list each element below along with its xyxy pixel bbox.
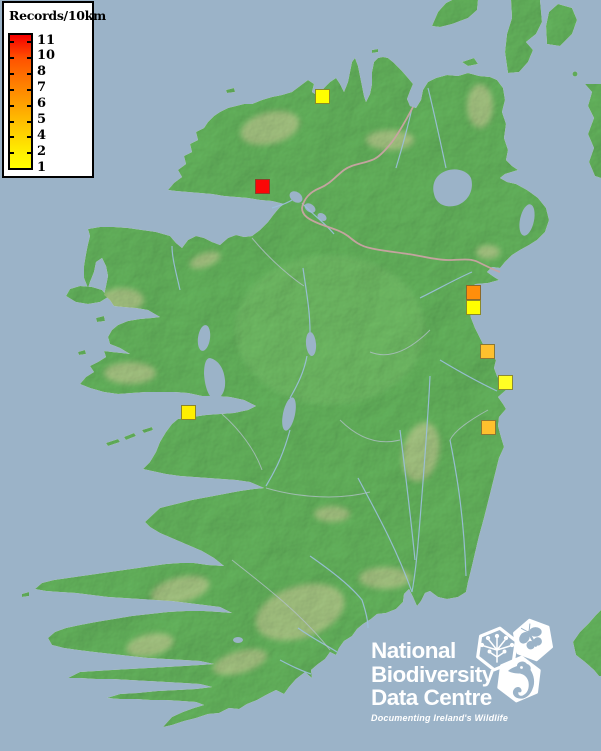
landmass bbox=[22, 0, 601, 727]
county-boundaries bbox=[221, 237, 489, 651]
legend-tick-mark bbox=[10, 56, 14, 59]
legend-tick-label: 1 bbox=[37, 159, 47, 175]
legend-tick-mark bbox=[10, 72, 14, 75]
legend: Records/10km 11 10 8 7 6 5 4 2 1 bbox=[2, 1, 106, 178]
legend-tick-mark bbox=[27, 56, 31, 59]
legend-tick-mark bbox=[27, 136, 31, 139]
legend-tick-mark bbox=[27, 152, 31, 155]
legend-tick-mark bbox=[10, 104, 14, 107]
record-square bbox=[480, 344, 495, 359]
rivers bbox=[171, 87, 498, 675]
legend-tick-label: 4 bbox=[37, 127, 47, 143]
lakes bbox=[197, 169, 535, 643]
legend-tick-mark bbox=[10, 88, 14, 91]
record-square bbox=[466, 285, 481, 300]
record-square bbox=[466, 300, 481, 315]
legend-tick-label: 8 bbox=[37, 64, 47, 80]
record-square bbox=[255, 179, 270, 194]
legend-tick-mark bbox=[10, 41, 14, 43]
mountain-shading bbox=[100, 84, 500, 676]
legend-tick-label: 5 bbox=[37, 112, 47, 127]
logo-line-3: Data Centre bbox=[371, 685, 492, 710]
nbdc-logo: National Biodiversity Data Centre Docume… bbox=[371, 618, 553, 723]
legend-tick-mark bbox=[27, 120, 31, 123]
legend-tick-mark bbox=[10, 136, 14, 139]
legend-color-scale bbox=[8, 33, 33, 171]
legend-tick-mark bbox=[27, 41, 31, 43]
legend-title: Records/10km bbox=[9, 8, 106, 23]
legend-tick-mark bbox=[27, 88, 31, 91]
legend-tick-mark bbox=[10, 152, 14, 155]
legend-tick-label: 2 bbox=[37, 143, 47, 159]
legend-tick-label: 11 bbox=[37, 32, 56, 48]
legend-tick-mark bbox=[10, 168, 14, 171]
legend-tick-mark bbox=[27, 104, 31, 107]
record-square bbox=[481, 420, 496, 435]
record-square bbox=[498, 375, 513, 390]
logo-tagline: Documenting Ireland's Wildlife bbox=[371, 712, 509, 723]
logo-line-2: Biodiversity bbox=[371, 661, 494, 687]
logo-hexagons bbox=[476, 618, 553, 703]
record-square bbox=[181, 405, 196, 420]
ni-border bbox=[301, 106, 501, 273]
seahorse-hexagon-icon bbox=[497, 655, 541, 703]
logo-line-1: National bbox=[371, 638, 456, 663]
butterfly-hexagon-icon bbox=[513, 618, 553, 662]
legend-tick-label: 10 bbox=[37, 48, 56, 64]
record-square bbox=[315, 89, 330, 104]
legend-tick-mark bbox=[10, 120, 14, 123]
legend-tick-label: 6 bbox=[37, 96, 47, 112]
legend-tick-mark bbox=[27, 168, 31, 171]
legend-tick-mark bbox=[27, 72, 31, 75]
legend-tick-label: 7 bbox=[37, 80, 47, 96]
